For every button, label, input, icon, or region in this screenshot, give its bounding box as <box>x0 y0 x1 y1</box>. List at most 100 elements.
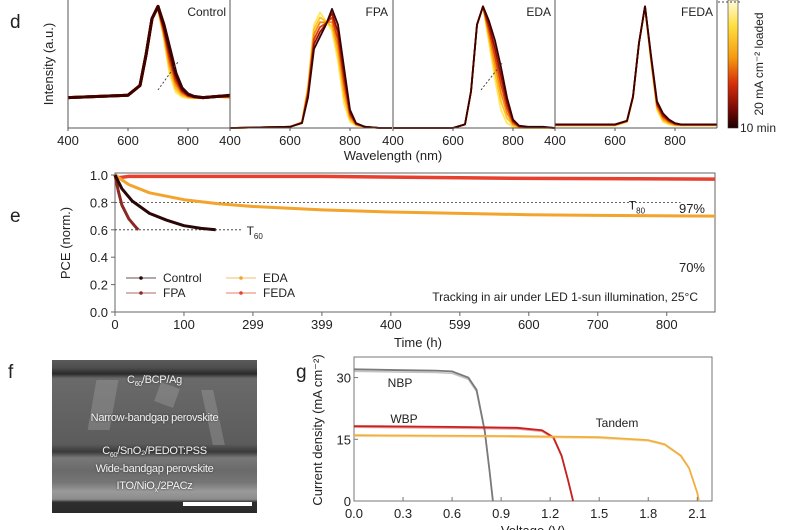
panel-d-pl-spectra: Control 400 600 800 FPA 400 600 800 EDA 400 600 800… <box>41 0 776 163</box>
x-tick-label: 2.1 <box>688 506 706 521</box>
sem-layer-label: Wide-bandgap perovskite <box>95 463 214 475</box>
legend-marker <box>139 291 143 295</box>
x-tick-label: 599 <box>449 317 471 332</box>
y-tick-label: 0.0 <box>90 305 108 320</box>
x-tick-label: 800 <box>656 317 678 332</box>
series-line-wbp <box>353 425 574 502</box>
spectrum-line <box>229 8 392 129</box>
legend-marker <box>239 291 243 295</box>
colorbar <box>727 0 739 129</box>
y-tick-label: 0.6 <box>90 223 108 238</box>
ref-label-sub: 60 <box>254 232 263 241</box>
trend-arrow <box>157 61 179 91</box>
x-axis-label: Voltage (V) <box>501 523 565 530</box>
y-tick-label: 15 <box>337 432 351 447</box>
x-tick-label: 299 <box>242 317 264 332</box>
series-line-eda <box>114 173 716 218</box>
spectrum-line <box>67 4 231 100</box>
sem-layer-label: C60/BCP/Ag <box>127 374 182 389</box>
spectrum-line <box>555 5 717 126</box>
colorbar-label: 20 mA cm⁻² loaded <box>752 12 766 115</box>
trend-arrow <box>480 61 504 91</box>
series-line-control <box>113 174 216 232</box>
x-tick-label: 600 <box>604 133 626 148</box>
ref-label-main: T <box>629 198 637 212</box>
legend-label: FEDA <box>263 286 295 300</box>
spectrum-line <box>67 4 231 100</box>
panel-label-d: d <box>10 12 21 33</box>
y-axis-label: Current density (mA cm⁻²) <box>310 354 325 505</box>
x-tick-label: 800 <box>339 133 361 148</box>
subplot-title: FPA <box>366 5 388 19</box>
x-tick-label: 400 <box>380 317 402 332</box>
panel-g-jv-curves: 0.0 0.3 0.6 0.9 1.2 1.5 1.8 2.1 0 15 30 Voltage (V)… <box>310 354 713 530</box>
y-tick-label: 0.2 <box>90 278 108 293</box>
ref-label-sub: 80 <box>636 206 645 215</box>
x-tick-label: 1.8 <box>639 506 657 521</box>
x-tick-label: 0.0 <box>345 506 363 521</box>
panel-label-g: g <box>296 362 307 383</box>
x-tick-label: 400 <box>57 133 79 148</box>
x-tick-label: 0 <box>111 317 118 332</box>
series-label-tandem: Tandem <box>596 416 639 430</box>
sem-cross-section-image: C60/BCP/Ag Narrow-bandgap perovskite C60… <box>52 360 257 513</box>
reference-label: T80 <box>629 198 646 215</box>
y-tick-label: 1.0 <box>90 168 108 183</box>
annotation-70: 70% <box>679 260 705 275</box>
sem-layer-label: C60/SnO₂/PEDOT:PSS <box>102 445 207 460</box>
x-tick-label: 600 <box>279 133 301 148</box>
spectrum-line <box>67 4 231 100</box>
x-tick-label: 600 <box>518 317 540 332</box>
x-tick-label: 0.6 <box>443 506 461 521</box>
series-line-fpa <box>113 174 140 231</box>
spectrum-line <box>67 4 231 100</box>
y-axis-label: Intensity (a.u.) <box>41 23 56 105</box>
legend-label: EDA <box>263 271 288 285</box>
series-line-feda <box>113 173 716 181</box>
legend-marker <box>239 276 243 280</box>
x-tick-label: 800 <box>502 133 524 148</box>
subplot-title: EDA <box>526 5 551 19</box>
annotation-97: 97% <box>679 201 705 216</box>
x-tick-label: 400 <box>219 133 241 148</box>
series-label-wbp: WBP <box>390 412 417 426</box>
legend-marker <box>139 276 143 280</box>
panel-label-e: e <box>10 206 21 227</box>
reference-label: T60 <box>247 224 264 241</box>
spectrum-line <box>67 4 231 100</box>
spectrum-line <box>67 4 231 100</box>
y-axis-label: PCE (norm.) <box>58 207 73 279</box>
x-tick-label: 0.9 <box>492 506 510 521</box>
x-tick-label: 700 <box>587 317 609 332</box>
x-tick-label: 800 <box>664 133 686 148</box>
x-tick-label: 400 <box>382 133 404 148</box>
x-tick-label: 800 <box>177 133 199 148</box>
x-tick-label: 1.2 <box>541 506 559 521</box>
y-tick-label: 0.4 <box>90 250 108 265</box>
panel-label-f: f <box>8 362 14 383</box>
series-line-nbp <box>353 368 494 502</box>
plot-frame <box>114 172 716 313</box>
x-tick-label: 600 <box>117 133 139 148</box>
x-tick-label: 0.3 <box>394 506 412 521</box>
scale-bar <box>183 502 252 506</box>
x-tick-label: 600 <box>442 133 464 148</box>
sem-layer-label: Narrow-bandgap perovskite <box>90 412 219 424</box>
series-label-nbp: NBP <box>388 376 413 390</box>
x-tick-label: 100 <box>173 317 195 332</box>
subplot-title: Control <box>187 5 226 19</box>
x-tick-label: 399 <box>311 317 333 332</box>
ref-label-main: T <box>247 224 255 238</box>
legend-label: Control <box>163 271 202 285</box>
plot-frame <box>353 356 713 502</box>
spectrum-line <box>393 5 556 129</box>
annotation-condition: Tracking in air under LED 1-sun illumina… <box>432 290 698 304</box>
colorbar-bottom-label: 10 min <box>740 121 776 135</box>
y-tick-label: 0 <box>344 494 351 509</box>
subplot-title: FEDA <box>681 5 713 19</box>
y-tick-label: 30 <box>337 371 351 386</box>
x-axis-label: Wavelength (nm) <box>344 148 443 163</box>
x-tick-label: 1.5 <box>590 506 608 521</box>
